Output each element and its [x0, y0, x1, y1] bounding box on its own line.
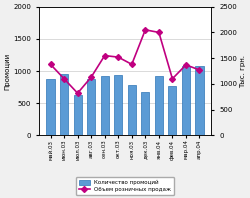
Bar [100, 76, 109, 135]
Bar [141, 92, 150, 135]
Bar [155, 75, 163, 135]
Bar [87, 79, 95, 135]
Legend: Количество промоций, Объем розничных продаж: Количество промоций, Объем розничных про… [76, 177, 174, 195]
Bar [60, 74, 68, 135]
Bar [128, 85, 136, 135]
Bar [74, 95, 82, 135]
Bar [168, 87, 176, 135]
Bar [182, 66, 190, 135]
Y-axis label: Тыс. грн.: Тыс. грн. [240, 54, 246, 88]
Bar [196, 66, 203, 135]
Bar [114, 75, 122, 135]
Y-axis label: Промоции: Промоции [4, 52, 10, 89]
Bar [46, 79, 54, 135]
